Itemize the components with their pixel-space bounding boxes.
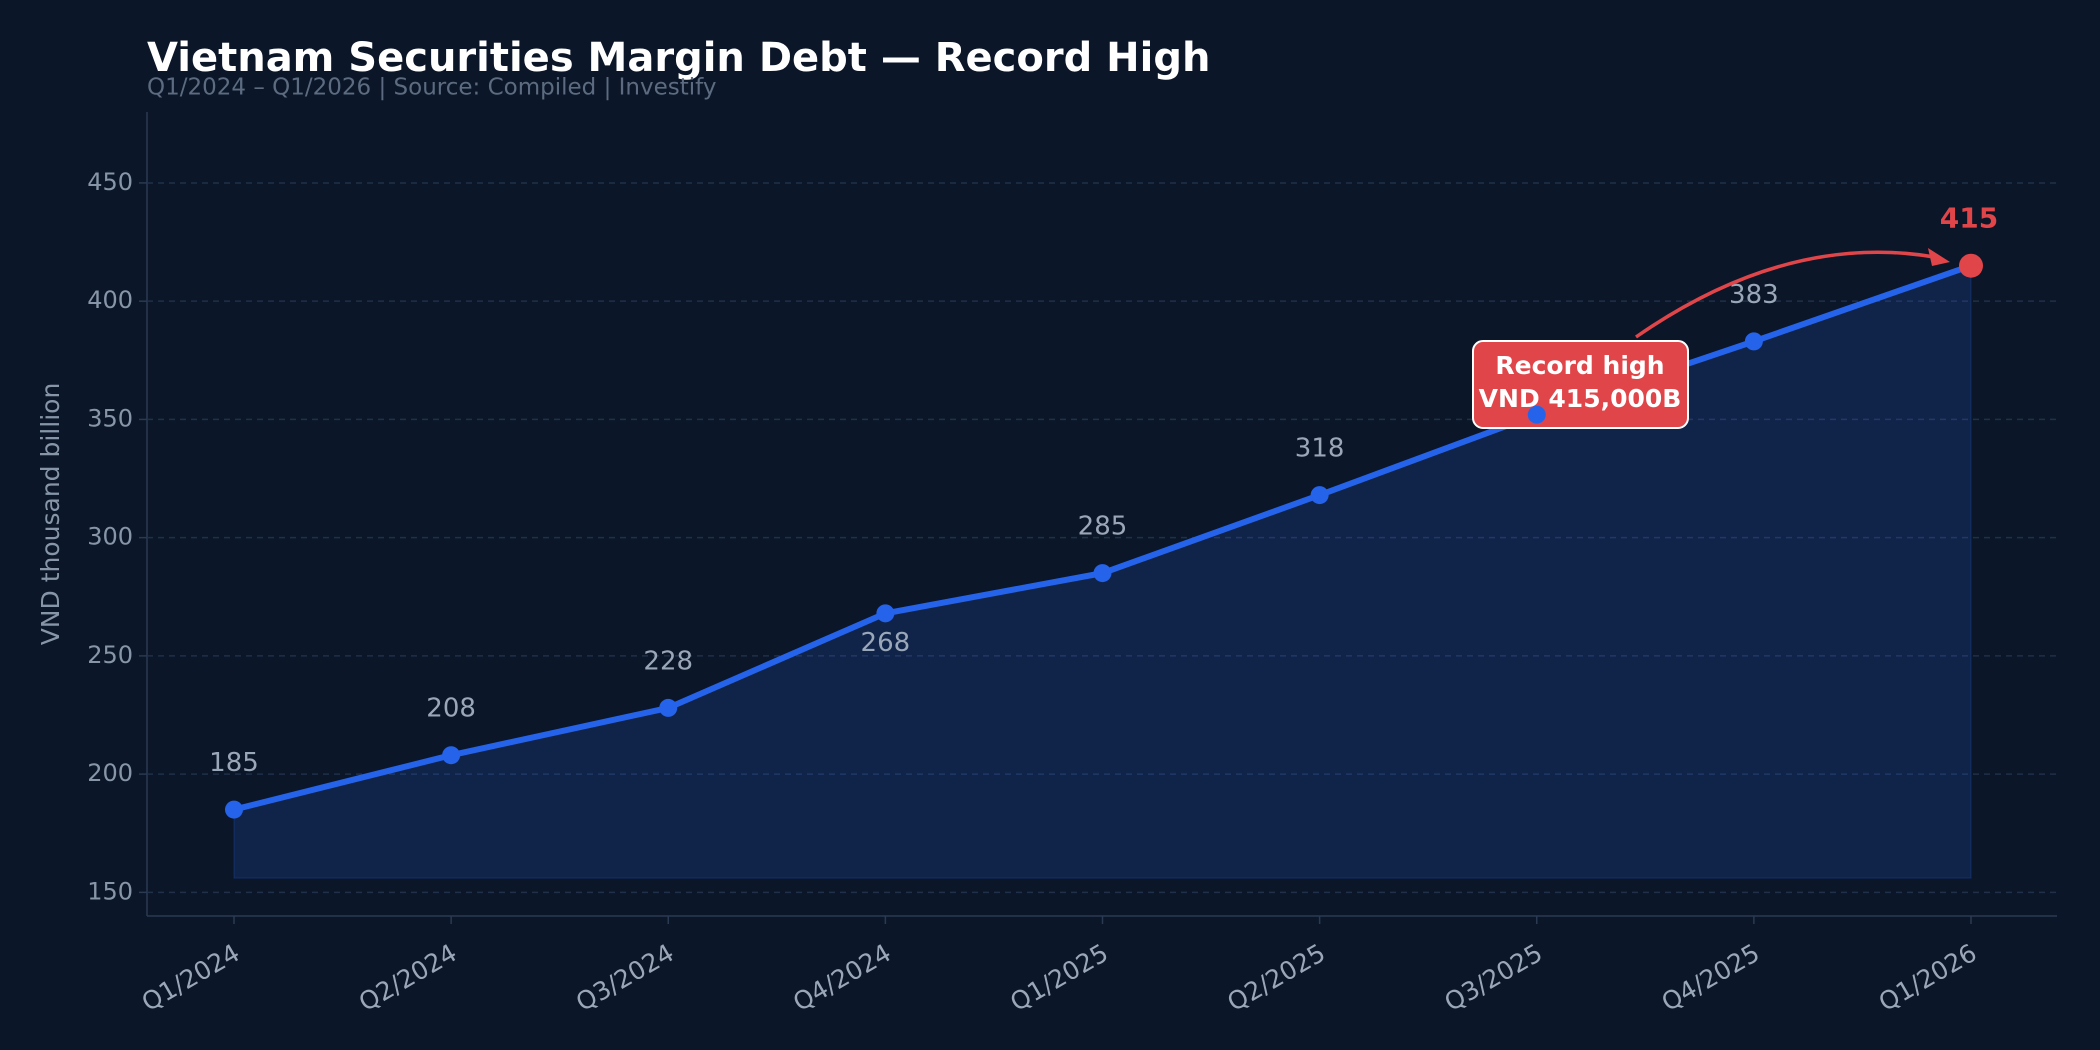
y-tick-label: 300 — [87, 523, 133, 551]
point — [225, 800, 243, 819]
value-label: 318 — [1295, 434, 1345, 464]
chart-subtitle: Q1/2024 – Q1/2026 | Source: Compiled | I… — [147, 75, 716, 101]
point — [1744, 332, 1763, 351]
value-label: 285 — [1078, 512, 1128, 542]
y-tick-label: 350 — [87, 404, 133, 432]
annotation-box — [1472, 340, 1689, 429]
annotation: Record high VND 415,000B — [1472, 248, 1950, 429]
point — [659, 698, 678, 717]
chart-title: Vietnam Securities Margin Debt — Record … — [147, 35, 1210, 81]
y-tick-label: 450 — [87, 168, 133, 196]
y-tick-label: 250 — [87, 641, 133, 669]
y-tick-label: 150 — [87, 877, 133, 905]
point — [1093, 564, 1112, 583]
annotation-text: VND 415,000B — [1479, 384, 1682, 413]
point — [1310, 486, 1329, 505]
annotation-arrow — [1635, 250, 1941, 339]
point — [1527, 405, 1546, 424]
value-label: 185 — [209, 748, 259, 778]
value-label: 415 — [1940, 202, 1998, 235]
point-highlight — [1959, 253, 1983, 278]
point — [442, 746, 461, 765]
y-axis-label: VND thousand billion — [36, 383, 65, 646]
value-label: 268 — [861, 628, 911, 658]
value-label: 228 — [643, 646, 693, 676]
point — [876, 604, 895, 623]
y-tick-label: 200 — [87, 759, 133, 787]
value-label: 383 — [1729, 280, 1779, 310]
annotation-text: Record high — [1495, 351, 1664, 380]
arrow-head — [1928, 248, 1950, 266]
value-label: 208 — [426, 694, 476, 724]
y-tick-label: 400 — [87, 286, 133, 314]
